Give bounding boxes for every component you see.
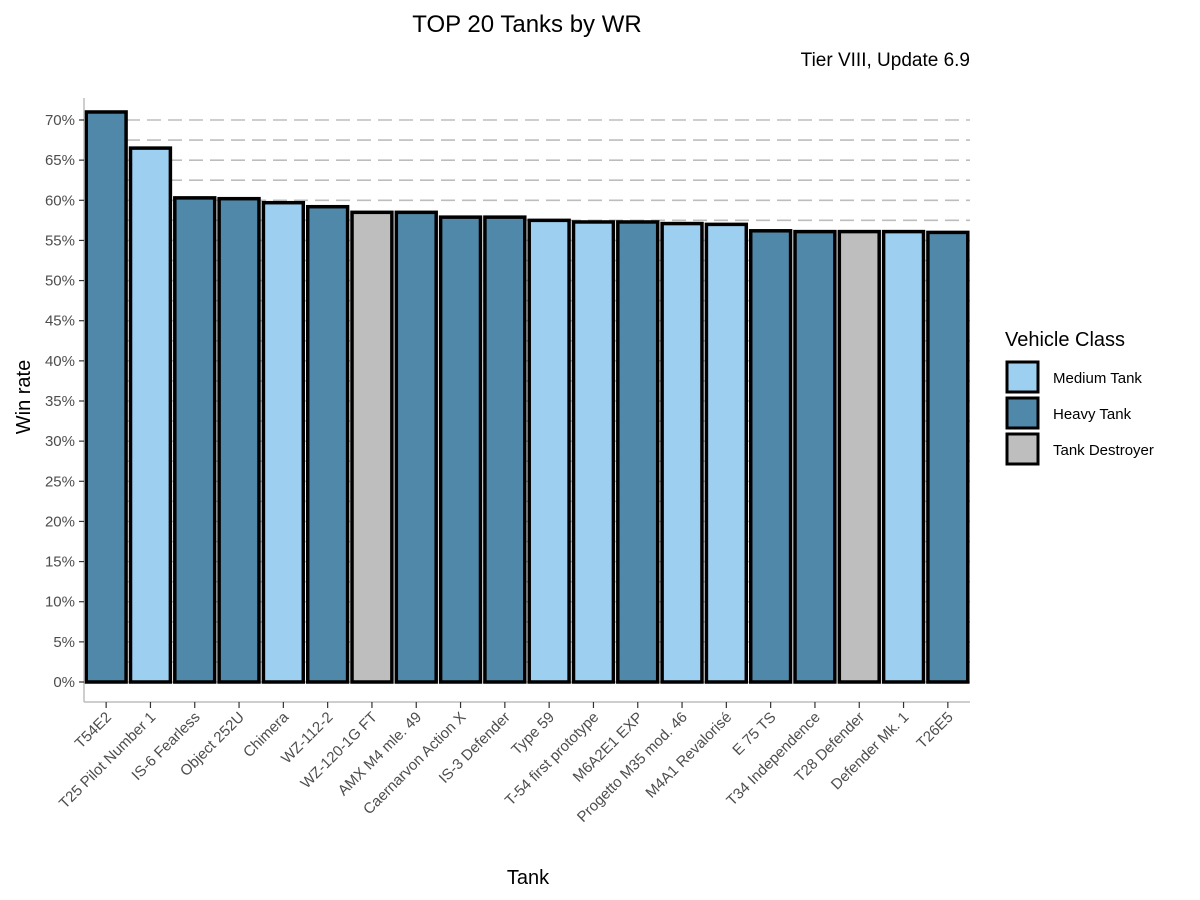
y-tick-label: 0% [53, 674, 75, 691]
bar [483, 215, 527, 684]
bar [748, 229, 793, 684]
y-tick-label: 65% [45, 152, 75, 169]
bar [527, 218, 571, 684]
y-tick-label: 35% [45, 393, 75, 410]
bar [704, 222, 749, 684]
bar [438, 215, 483, 684]
bar [660, 221, 704, 684]
y-tick-label: 15% [45, 554, 75, 571]
y-tick-label: 20% [45, 513, 75, 530]
grid-layer [84, 119, 970, 683]
y-tick-labels: 0% 5% 10% 15% 20% 25% 30% 35% 40% 45% 50% 55% 60% 65%… [45, 112, 84, 691]
x-tick-label: T26E5 [913, 709, 956, 752]
legend-title: Vehicle Class [1005, 329, 1125, 351]
y-axis-title: Win rate [13, 360, 35, 434]
chart-subtitle: Tier VIII, Update 6.9 [801, 50, 970, 71]
bar [128, 146, 173, 684]
legend-label: Medium Tank [1053, 370, 1142, 387]
bar [881, 229, 926, 684]
y-tick-label: 10% [45, 594, 75, 611]
legend-label: Tank Destroyer [1053, 442, 1154, 459]
chart-title: TOP 20 Tanks by WR [412, 11, 641, 38]
legend-swatch [1005, 360, 1040, 394]
bar [84, 110, 128, 684]
legend-label: Heavy Tank [1053, 406, 1132, 423]
axis-layer [83, 98, 970, 703]
y-tick-label: 55% [45, 232, 75, 249]
legend-swatch [1005, 432, 1040, 466]
x-tick-label: Defender Mk. 1 [828, 709, 913, 794]
bar [616, 220, 660, 684]
bar [217, 196, 261, 684]
bar [261, 200, 306, 684]
bar [173, 196, 217, 684]
y-tick-label: 5% [53, 634, 75, 651]
y-tick-label: 25% [45, 473, 75, 490]
bar [571, 220, 616, 684]
x-axis-title: Tank [507, 867, 550, 889]
y-tick-label: 50% [45, 273, 75, 290]
bar [837, 229, 881, 684]
x-tick-label: T54E2 [72, 709, 115, 752]
y-tick-label: 40% [45, 353, 75, 370]
bar [793, 229, 837, 684]
x-tick-label: WZ-120-1G FT [297, 709, 380, 792]
bar [926, 230, 970, 684]
legend: Vehicle Class Medium Tank Heavy Tank Tank … [1005, 329, 1154, 466]
bar-layer [84, 110, 970, 684]
legend-items: Medium Tank Heavy Tank Tank Destroyer [1005, 360, 1154, 466]
bar [394, 210, 438, 684]
legend-swatch [1005, 396, 1040, 430]
bar [305, 204, 350, 684]
y-tick-label: 60% [45, 192, 75, 209]
y-tick-label: 30% [45, 433, 75, 450]
bar [350, 210, 394, 684]
y-tick-label: 70% [45, 112, 75, 129]
y-tick-label: 45% [45, 313, 75, 330]
